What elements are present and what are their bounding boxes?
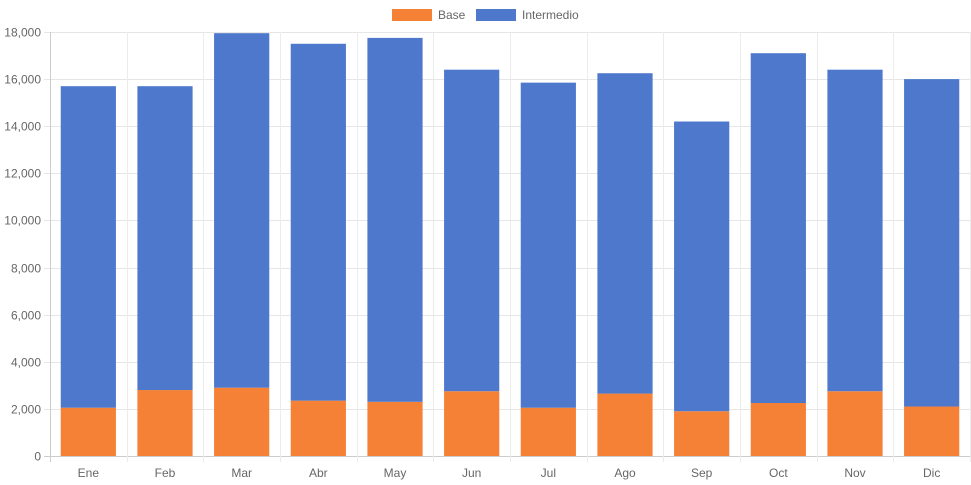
x-tick-label: Ene: [78, 466, 100, 480]
y-tick-label: 12,000: [4, 167, 41, 181]
bar-intermedio-dic[interactable]: [904, 79, 960, 407]
bar-intermedio-oct[interactable]: [750, 53, 806, 403]
bar-base-jul[interactable]: [520, 407, 576, 456]
legend: Base Intermedio: [392, 8, 579, 22]
bar-base-nov[interactable]: [827, 391, 883, 456]
x-axis: Ene Feb Mar Abr May Jun Jul Ago Sep Oct Nov Dic: [78, 466, 941, 480]
bar-base-oct[interactable]: [750, 403, 806, 456]
bar-base-sep[interactable]: [674, 411, 730, 456]
x-tick-label: Feb: [155, 466, 176, 480]
legend-swatch-base[interactable]: [392, 9, 432, 21]
bar-base-dic[interactable]: [904, 406, 960, 456]
bar-intermedio-mar[interactable]: [214, 33, 270, 388]
bars: [60, 33, 960, 456]
x-tick-label: May: [384, 466, 407, 480]
x-tick-label: Jun: [462, 466, 481, 480]
bar-base-feb[interactable]: [137, 390, 193, 456]
y-tick-label: 0: [34, 450, 41, 464]
bar-base-ene[interactable]: [60, 407, 116, 456]
bar-intermedio-jul[interactable]: [520, 82, 576, 408]
bar-intermedio-ago[interactable]: [597, 73, 653, 394]
bar-base-mar[interactable]: [214, 387, 270, 456]
bar-intermedio-feb[interactable]: [137, 86, 193, 391]
x-tick-label: Jul: [541, 466, 556, 480]
bar-base-may[interactable]: [367, 401, 423, 456]
y-axis: 0 2,000 4,000 6,000 8,000 10,000 12,000 14,000 1…: [4, 26, 41, 464]
x-tick-label: Abr: [309, 466, 328, 480]
y-tick-label: 4,000: [11, 356, 41, 370]
y-tick-label: 8,000: [11, 262, 41, 276]
bar-base-ago[interactable]: [597, 393, 653, 456]
y-tick-label: 14,000: [4, 120, 41, 134]
y-tick-label: 6,000: [11, 309, 41, 323]
legend-swatch-intermedio[interactable]: [476, 9, 516, 21]
y-tick-label: 18,000: [4, 26, 41, 40]
y-tick-label: 16,000: [4, 73, 41, 87]
legend-label-intermedio[interactable]: Intermedio: [522, 8, 579, 22]
bar-intermedio-may[interactable]: [367, 37, 423, 402]
x-tick-label: Sep: [691, 466, 713, 480]
x-tick-label: Oct: [769, 466, 788, 480]
legend-label-base[interactable]: Base: [438, 8, 466, 22]
x-tick-label: Mar: [231, 466, 252, 480]
bar-intermedio-abr[interactable]: [290, 43, 346, 401]
x-tick-label: Ago: [614, 466, 636, 480]
y-tick-label: 2,000: [11, 403, 41, 417]
bar-base-jun[interactable]: [444, 391, 500, 456]
y-tick-label: 10,000: [4, 214, 41, 228]
x-tick-label: Nov: [844, 466, 865, 480]
bar-base-abr[interactable]: [290, 400, 346, 456]
bar-intermedio-ene[interactable]: [60, 86, 116, 408]
bar-intermedio-sep[interactable]: [674, 121, 730, 412]
bar-intermedio-jun[interactable]: [444, 69, 500, 392]
x-tick-label: Dic: [923, 466, 940, 480]
bar-intermedio-nov[interactable]: [827, 69, 883, 392]
